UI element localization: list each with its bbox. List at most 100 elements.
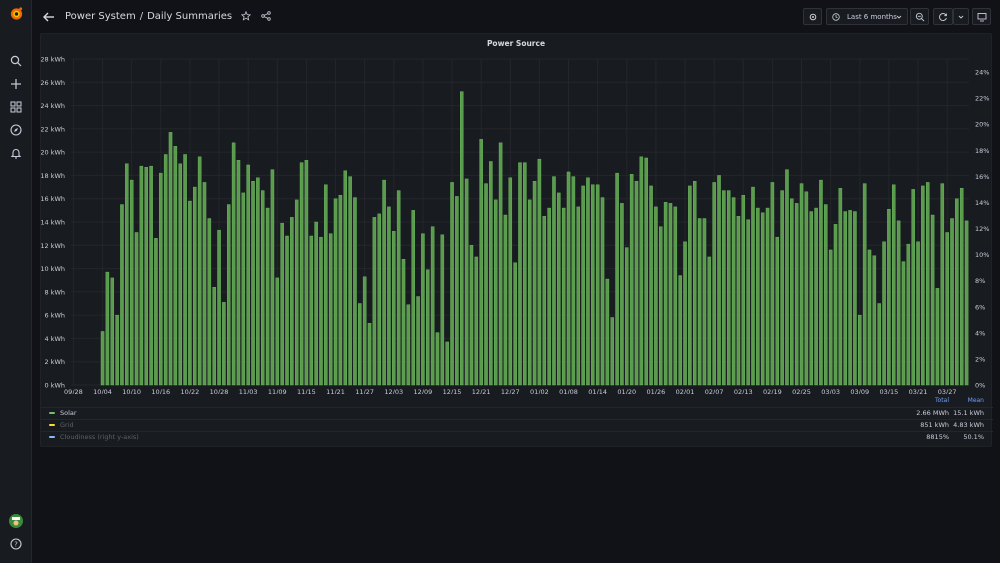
bar-solar bbox=[804, 191, 809, 386]
bar-solar bbox=[464, 178, 469, 386]
bar-solar bbox=[887, 208, 891, 386]
bar-solar bbox=[896, 220, 901, 386]
legend-header-total[interactable]: Total bbox=[934, 397, 949, 404]
bar-solar bbox=[518, 162, 522, 386]
back-arrow-icon[interactable] bbox=[42, 9, 58, 25]
bar-solar bbox=[760, 212, 765, 386]
x-tick-label: 02/19 bbox=[763, 388, 782, 394]
grafana-logo[interactable] bbox=[8, 5, 24, 21]
legend-mean: 50.1% bbox=[963, 433, 984, 441]
bar-solar bbox=[445, 341, 449, 386]
bar-solar bbox=[275, 277, 280, 386]
y2-tick-label: 20% bbox=[975, 121, 989, 129]
bar-solar bbox=[207, 218, 212, 386]
bar-solar bbox=[561, 207, 566, 386]
y2-tick-label: 6% bbox=[975, 303, 985, 311]
bar-solar bbox=[649, 185, 653, 386]
x-tick-label: 02/01 bbox=[676, 388, 695, 394]
bar-solar bbox=[236, 160, 241, 386]
bar-solar bbox=[256, 177, 260, 386]
zoom-out-button[interactable] bbox=[910, 8, 929, 25]
legend-total: 2.66 MWh bbox=[916, 409, 949, 417]
bar-solar bbox=[940, 183, 945, 386]
time-range-picker[interactable]: Last 6 months bbox=[826, 8, 908, 25]
bell-icon[interactable] bbox=[8, 145, 24, 161]
search-icon[interactable] bbox=[8, 53, 24, 69]
refresh-button[interactable] bbox=[933, 8, 953, 25]
bar-solar bbox=[547, 207, 551, 386]
bar-solar bbox=[498, 142, 503, 386]
legend-row-cloudiness[interactable]: Cloudiness (right y-axis) 8815% 50.1% bbox=[41, 431, 993, 442]
bar-solar bbox=[741, 195, 746, 386]
legend-row-solar[interactable]: Solar 2.66 MWh 15.1 kWh bbox=[41, 407, 993, 418]
bar-solar bbox=[959, 188, 964, 386]
bar-solar bbox=[144, 167, 148, 386]
help-icon[interactable]: ? bbox=[8, 536, 24, 552]
bar-solar bbox=[882, 241, 886, 386]
y2-tick-label: 24% bbox=[975, 69, 989, 77]
y-tick-label: 22 kWh bbox=[41, 125, 65, 133]
avatar[interactable] bbox=[8, 513, 24, 529]
y2-tick-label: 16% bbox=[975, 173, 989, 181]
bar-solar bbox=[629, 174, 634, 386]
legend-header-mean[interactable]: Mean bbox=[967, 397, 984, 404]
breadcrumb-folder[interactable]: Power System bbox=[65, 10, 136, 22]
bar-solar bbox=[343, 170, 348, 386]
bar-solar bbox=[930, 214, 935, 386]
x-tick-label: 02/07 bbox=[705, 388, 724, 394]
legend-series-suffix: (right y-axis) bbox=[95, 433, 139, 441]
power-source-chart[interactable]: 0 kWh 2 kWh 4 kWh 6 kWh 8 kWh 10 kWh 12 kWh 14 … bbox=[41, 34, 993, 395]
y-tick-label: 12 kWh bbox=[41, 242, 65, 250]
bar-solar bbox=[819, 179, 823, 386]
bar-solar bbox=[571, 176, 576, 386]
bar-solar bbox=[935, 288, 940, 386]
y2-tick-label: 4% bbox=[975, 329, 985, 337]
refresh-interval-dropdown[interactable] bbox=[953, 8, 969, 25]
dashboard-settings-button[interactable] bbox=[803, 8, 822, 25]
bar-solar bbox=[197, 156, 202, 386]
bar-solar bbox=[188, 200, 192, 386]
share-icon[interactable] bbox=[260, 10, 272, 22]
x-tick-label: 03/03 bbox=[821, 388, 840, 394]
bar-solar bbox=[110, 277, 115, 386]
bar-solar bbox=[591, 184, 595, 386]
bar-solar bbox=[620, 203, 624, 386]
legend-row-grid[interactable]: Grid 851 kWh 4.83 kWh bbox=[41, 419, 993, 430]
bar-solar bbox=[955, 198, 959, 386]
y2-tick-label: 18% bbox=[975, 147, 989, 155]
bar-solar bbox=[722, 190, 726, 386]
bar-solar bbox=[862, 183, 867, 386]
bar-solar bbox=[668, 203, 673, 386]
bar-solar bbox=[333, 198, 338, 386]
y-tick-label: 28 kWh bbox=[41, 56, 65, 64]
bar-solar bbox=[173, 146, 178, 386]
bar-solar bbox=[712, 182, 716, 386]
x-tick-label: 01/20 bbox=[617, 388, 636, 394]
bar-solar bbox=[251, 181, 255, 386]
panel-title[interactable]: Power Source bbox=[486, 39, 546, 48]
bar-solar bbox=[290, 217, 294, 386]
x-tick-label: 11/27 bbox=[355, 388, 374, 394]
plus-icon[interactable] bbox=[8, 76, 24, 92]
compass-icon[interactable] bbox=[8, 122, 24, 138]
bar-solar bbox=[872, 255, 877, 386]
x-tick-label: 01/14 bbox=[588, 388, 607, 394]
bar-solar bbox=[149, 165, 153, 386]
x-tick-label: 01/08 bbox=[559, 388, 578, 394]
legend-swatch-grid bbox=[49, 424, 55, 426]
dashboard-title[interactable]: Daily Summaries bbox=[147, 10, 233, 22]
bar-solar bbox=[717, 175, 721, 386]
tv-mode-button[interactable] bbox=[972, 8, 991, 25]
legend-swatch-cloudiness bbox=[49, 436, 55, 438]
bar-solar bbox=[581, 185, 585, 386]
bar-solar bbox=[785, 169, 789, 386]
dashboards-icon[interactable] bbox=[8, 99, 24, 115]
bar-solar bbox=[950, 218, 954, 386]
x-tick-label: 12/27 bbox=[501, 388, 520, 394]
star-icon[interactable] bbox=[240, 10, 252, 22]
bar-solar bbox=[159, 172, 163, 386]
bar-solar bbox=[328, 233, 333, 386]
bar-solar bbox=[639, 156, 644, 386]
bar-solar bbox=[193, 186, 197, 386]
refresh-icon bbox=[939, 12, 947, 21]
